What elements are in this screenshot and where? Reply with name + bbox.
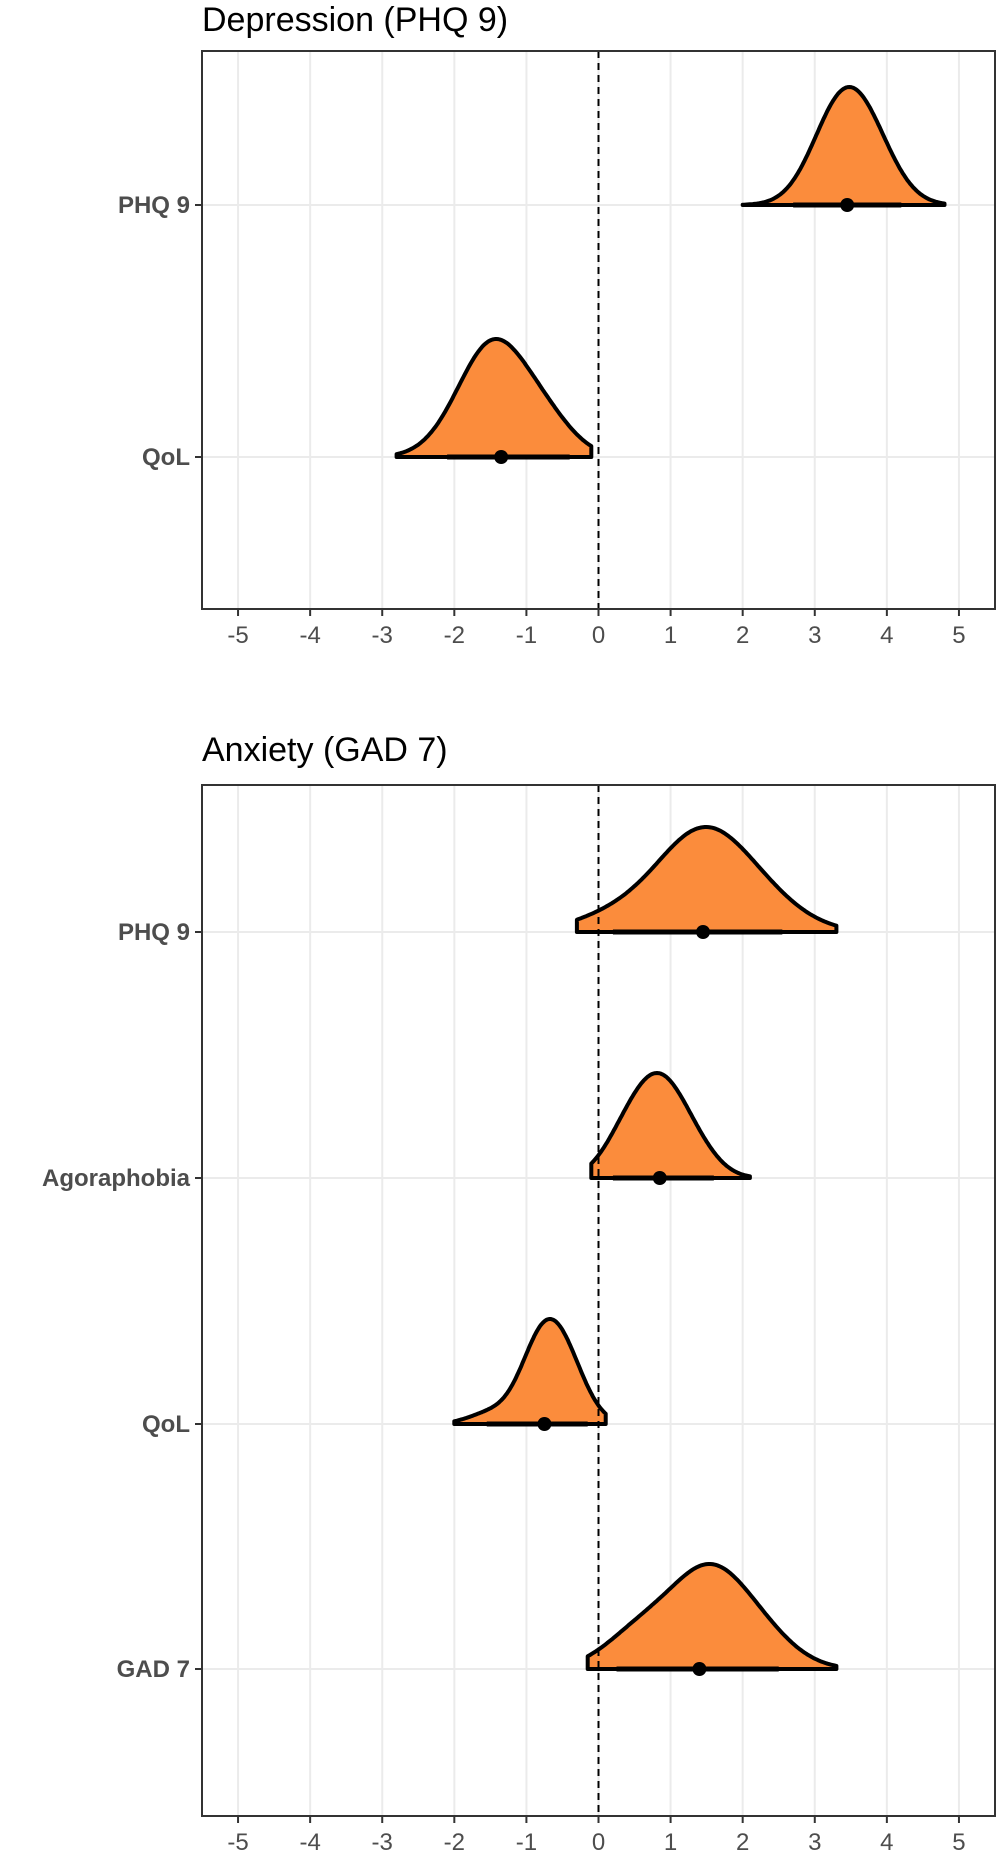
x-tick-label: -4 — [299, 1829, 320, 1855]
density-qol — [394, 337, 594, 459]
point-estimate-agoraphobia — [652, 1171, 667, 1185]
densities — [394, 85, 947, 459]
point-estimate-qol — [537, 1417, 552, 1431]
x-tick-label: 1 — [664, 1829, 677, 1855]
x-tick-label: 1 — [664, 622, 677, 649]
x-tick-label: 3 — [808, 1829, 821, 1855]
panel-depression: Depression (PHQ 9) PHQ 9 QoL -5 -4 -3 -2 -1 0 1… — [118, 1, 996, 649]
x-axis: -5 -4 -3 -2 -1 0 1 2 3 4 5 — [227, 609, 966, 649]
y-tick-label: GAD 7 — [117, 1656, 190, 1683]
density-qol — [452, 1317, 608, 1426]
x-tick-label: 5 — [952, 622, 965, 649]
x-tick-label: 0 — [592, 622, 605, 649]
density-agoraphobia — [589, 1071, 752, 1180]
x-tick-label: -2 — [444, 622, 465, 649]
densities — [452, 825, 839, 1671]
x-tick-label: -1 — [516, 622, 537, 649]
density-gad-7 — [585, 1562, 839, 1671]
x-tick-label: -1 — [516, 1829, 537, 1855]
panel-anxiety: Anxiety (GAD 7) PHQ 9 Agoraphobia QoL GAD 7… — [42, 731, 996, 1855]
x-tick-label: 2 — [736, 622, 749, 649]
y-tick-label: Agoraphobia — [42, 1165, 191, 1192]
x-tick-label: 5 — [952, 1829, 965, 1855]
x-tick-label: 2 — [736, 1829, 749, 1855]
x-tick-label: -2 — [444, 1829, 465, 1855]
density-phq-9 — [740, 85, 947, 207]
y-axis: PHQ 9 Agoraphobia QoL GAD 7 — [42, 919, 202, 1683]
y-tick-label: PHQ 9 — [118, 919, 190, 946]
intervals — [447, 198, 902, 464]
point-estimate-phq-9 — [840, 198, 855, 212]
x-tick-label: -3 — [372, 1829, 393, 1855]
panel-title-anxiety: Anxiety (GAD 7) — [202, 731, 448, 769]
panel-title-depression: Depression (PHQ 9) — [202, 1, 508, 39]
x-tick-label: -5 — [227, 622, 248, 649]
x-axis: -5 -4 -3 -2 -1 0 1 2 3 4 5 — [227, 1816, 966, 1855]
x-tick-label: 3 — [808, 622, 821, 649]
x-tick-label: -5 — [227, 1829, 248, 1855]
grid — [202, 785, 995, 1816]
x-tick-label: -4 — [299, 622, 320, 649]
y-tick-label: PHQ 9 — [118, 192, 190, 219]
x-tick-label: 4 — [880, 1829, 893, 1855]
y-tick-label: QoL — [142, 444, 190, 471]
point-estimate-qol — [494, 450, 509, 464]
x-tick-label: 4 — [880, 622, 893, 649]
y-tick-label: QoL — [142, 1411, 190, 1438]
x-tick-label: 0 — [592, 1829, 605, 1855]
intervals — [486, 925, 783, 1676]
density-phq-9 — [574, 825, 839, 934]
x-tick-label: -3 — [372, 622, 393, 649]
point-estimate-phq-9 — [696, 925, 711, 939]
y-axis: PHQ 9 QoL — [118, 192, 202, 471]
point-estimate-gad-7 — [692, 1662, 707, 1676]
